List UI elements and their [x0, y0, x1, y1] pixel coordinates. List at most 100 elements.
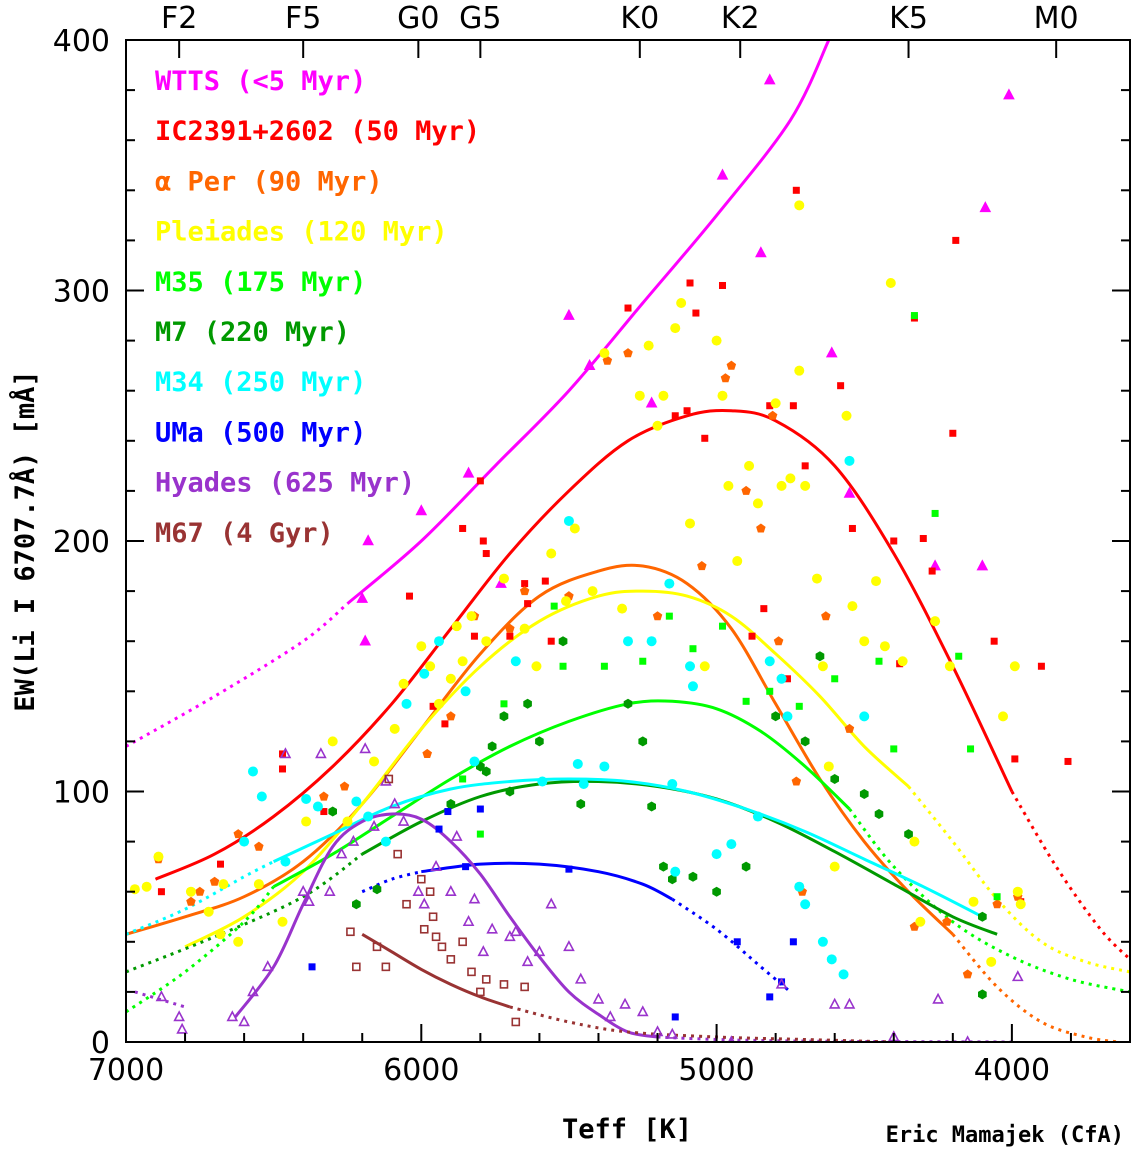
- axis-ticks: [125, 39, 1131, 1043]
- data-point: [519, 623, 530, 634]
- data-point: [783, 675, 791, 683]
- series-curve-dotted: [361, 870, 422, 894]
- data-point: [1037, 662, 1045, 670]
- data-point: [844, 723, 855, 733]
- data-point: [297, 884, 310, 897]
- data-point: [468, 892, 481, 904]
- data-point: [444, 884, 457, 897]
- data-point: [416, 874, 426, 884]
- data-point: [623, 698, 633, 709]
- data-point: [446, 955, 456, 964]
- data-point: [619, 997, 631, 1009]
- spectral-type-label: G5: [459, 1, 501, 36]
- legend-entry: M35 (175 Myr): [155, 267, 366, 298]
- data-point: [462, 863, 470, 871]
- data-point: [847, 601, 858, 612]
- spectral-type-labels: F2 F5 G0 G5 K0 K2 K5 M0: [161, 1, 1079, 36]
- data-point: [978, 911, 987, 922]
- data-point: [652, 611, 663, 621]
- data-point: [481, 636, 492, 647]
- data-point: [770, 398, 781, 409]
- data-point: [429, 702, 437, 710]
- data-point: [346, 927, 355, 937]
- legend-entry: Hyades (625 Myr): [155, 468, 415, 499]
- data-point: [335, 847, 348, 859]
- data-point: [319, 791, 329, 801]
- data-point: [388, 797, 401, 809]
- data-point: [218, 879, 229, 890]
- data-point: [711, 849, 722, 860]
- data-point: [510, 656, 521, 667]
- data-point: [910, 312, 918, 320]
- data-point: [422, 748, 432, 758]
- data-point: [647, 801, 656, 812]
- data-point: [726, 839, 737, 850]
- data-point: [815, 651, 825, 662]
- data-point: [688, 871, 698, 882]
- data-point: [801, 462, 809, 470]
- data-point: [949, 429, 957, 437]
- data-point: [477, 945, 490, 957]
- data-point: [931, 509, 939, 517]
- data-point: [752, 498, 763, 509]
- data-point: [800, 736, 810, 747]
- data-point: [524, 600, 532, 608]
- data-point: [800, 480, 811, 491]
- data-point: [323, 884, 336, 897]
- x-tick-label: 4000: [974, 1053, 1050, 1088]
- data-point: [841, 410, 852, 421]
- credit-label: Eric Mamajek (CfA): [886, 1123, 1124, 1148]
- series-curve: [184, 589, 910, 949]
- data-point: [992, 899, 1002, 909]
- data-point: [572, 758, 583, 769]
- data-point: [279, 765, 287, 773]
- series-curve-dotted: [126, 860, 275, 936]
- legend: WTTS (<5 Myr) IC2391+2602 (50 Myr) α Per (…: [155, 66, 480, 549]
- data-point: [486, 922, 498, 934]
- series-curve: [234, 812, 658, 1039]
- data-point: [782, 711, 793, 722]
- data-point: [718, 622, 726, 630]
- data-point: [173, 1010, 185, 1022]
- data-point: [665, 612, 673, 620]
- data-point: [599, 761, 610, 772]
- series-curve-dotted: [509, 1005, 894, 1042]
- spectral-type-label: F5: [285, 1, 321, 36]
- data-point: [545, 897, 558, 909]
- data-point: [445, 673, 456, 684]
- y-tick-label: 100: [53, 776, 110, 811]
- data-point: [652, 420, 663, 431]
- data-point: [976, 559, 989, 571]
- data-point: [697, 561, 707, 571]
- data-point: [444, 808, 452, 816]
- data-point: [1009, 661, 1020, 672]
- legend-entry: M7 (220 Myr): [155, 317, 350, 348]
- data-point: [685, 518, 696, 529]
- data-point: [752, 811, 763, 822]
- data-point: [778, 978, 786, 986]
- data-point: [369, 756, 380, 767]
- data-point: [498, 573, 509, 584]
- data-point: [664, 578, 675, 589]
- legend-entry: UMa (500 Myr): [155, 417, 366, 448]
- data-point: [437, 942, 447, 952]
- data-point: [766, 993, 774, 1001]
- data-point: [261, 960, 274, 972]
- data-point: [520, 982, 529, 992]
- data-point: [521, 580, 529, 588]
- data-point: [720, 373, 731, 383]
- data-point: [176, 1022, 188, 1034]
- data-point: [467, 967, 476, 977]
- data-point: [830, 774, 839, 784]
- data-point: [755, 246, 767, 258]
- data-point: [748, 632, 756, 640]
- data-point: [328, 806, 337, 817]
- data-point: [233, 936, 244, 947]
- data-point: [726, 360, 737, 370]
- data-point: [741, 485, 751, 495]
- data-point: [565, 865, 573, 873]
- series-curve-dotted: [951, 933, 1119, 1042]
- data-points: [129, 73, 1072, 1042]
- data-point: [458, 937, 467, 947]
